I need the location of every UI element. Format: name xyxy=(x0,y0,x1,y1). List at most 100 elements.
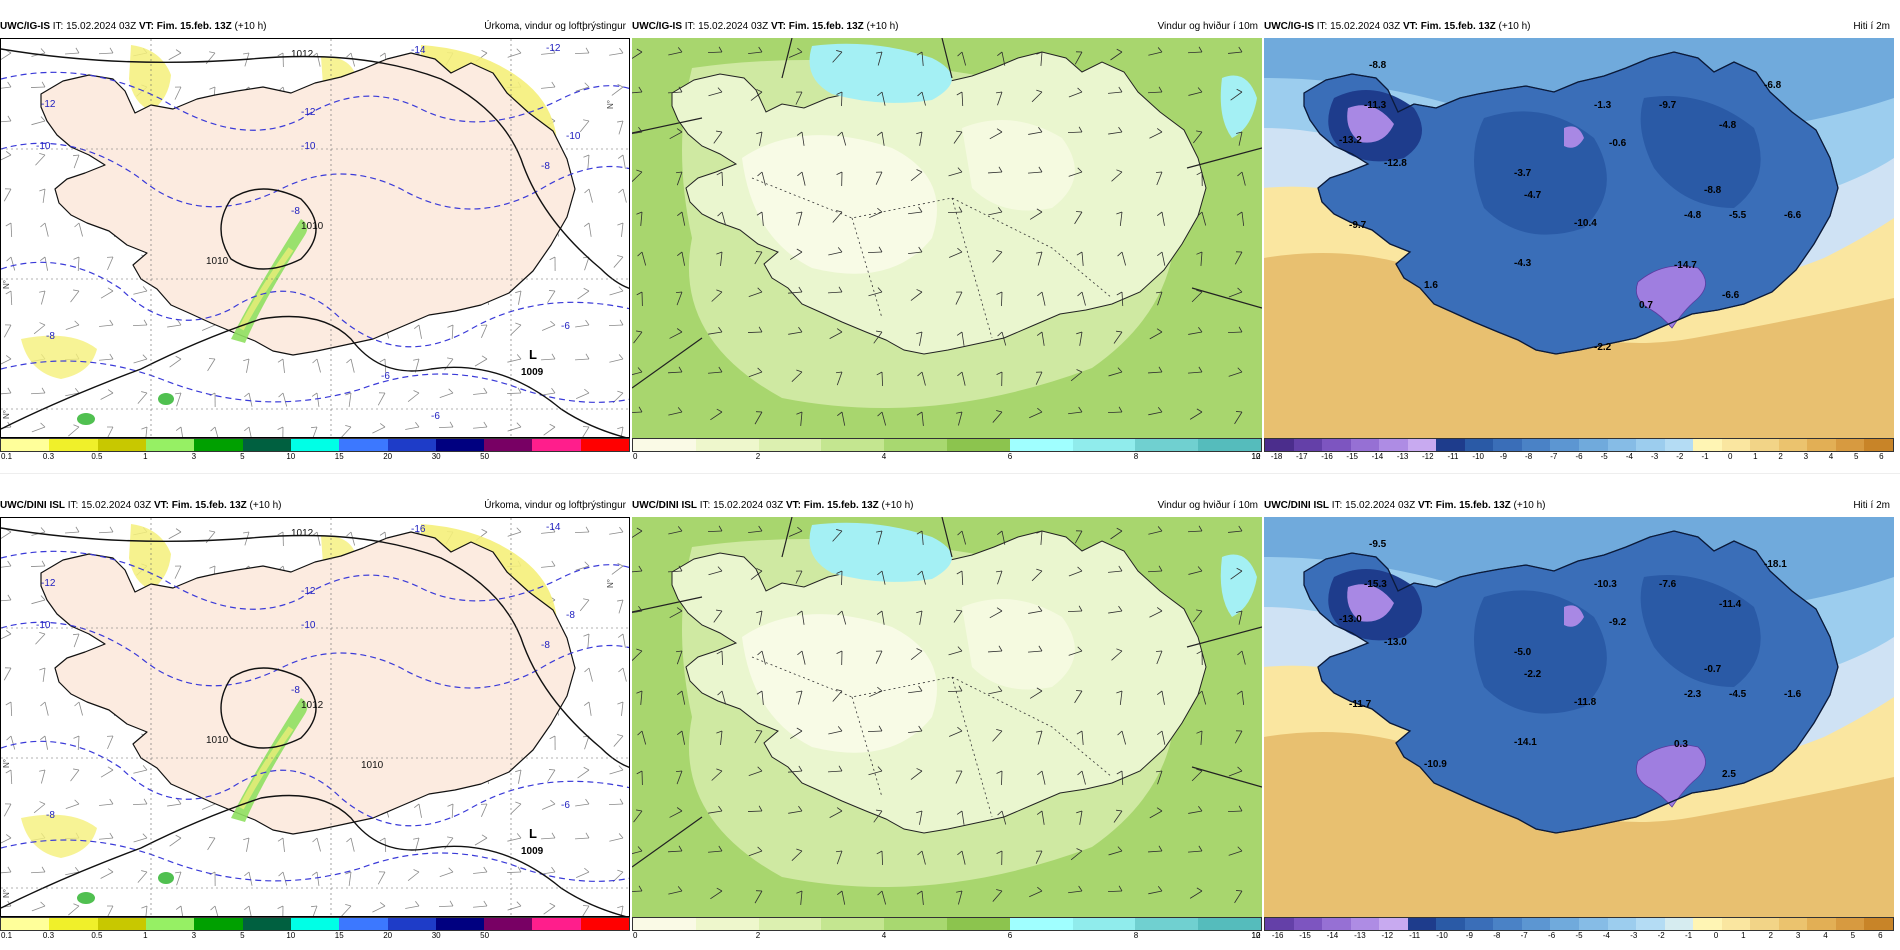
precip-map[interactable]: 1012 1010 1010 -14 -12 -12 -12 -10 -10 -10 -8 -8 -8 -… xyxy=(0,38,630,438)
legend-tick-label: 12 xyxy=(1251,931,1261,940)
temp-label: -5.5 xyxy=(1729,210,1747,221)
legend-swatch xyxy=(1521,918,1551,930)
legend-swatch xyxy=(1493,439,1522,451)
wind-map[interactable] xyxy=(632,517,1262,917)
legend-tick-label: 3 xyxy=(191,931,197,940)
low-pressure-value: 1009 xyxy=(521,846,544,857)
low-pressure-symbol: L xyxy=(529,826,537,841)
legend-swatch xyxy=(1521,439,1551,451)
legend-swatch xyxy=(1664,918,1694,930)
wind-legend: 0 2 4 6 8 10 12 xyxy=(632,917,1262,940)
temp-label: -2.2 xyxy=(1594,342,1612,353)
legend-swatch xyxy=(1072,439,1136,451)
legend-swatch xyxy=(194,439,243,451)
model-name: UWC/DINI ISL xyxy=(632,500,697,511)
temp-label: -14.7 xyxy=(1674,260,1697,271)
legend-tick-label: 0.1 xyxy=(1,931,13,940)
legend-tick-label: -12 xyxy=(1381,931,1394,940)
panel-title: Hiti í 2m xyxy=(1853,500,1890,511)
legend-tick-label: -18 xyxy=(1270,452,1283,461)
legend-tick-label: -7 xyxy=(1520,931,1528,940)
temp-label: -0.7 xyxy=(1704,664,1722,675)
precip-panel-top: UWC/IG-IS IT: 15.02.2024 03Z VT: Fim. 15… xyxy=(0,16,630,461)
isotherm-label: -12 xyxy=(301,107,316,118)
isotherm-label: -8 xyxy=(291,206,300,217)
valid-time: VT: Fim. 15.feb. 13Z xyxy=(785,500,879,511)
panel-header: UWC/DINI ISL IT: 15.02.2024 03Z VT: Fim.… xyxy=(1264,495,1894,517)
row-separator xyxy=(0,473,1900,474)
legend-tick-label: -3 xyxy=(1651,452,1659,461)
temp-map[interactable]: -9.5 -15.3 -13.0 -13.0 -11.7 -5.0 -2.2 -14.1 -11… xyxy=(1264,517,1894,917)
legend-ticks: 0 2 4 6 8 10 12 xyxy=(632,452,1262,461)
init-time: IT: 15.02.2024 03Z xyxy=(1329,500,1418,511)
isotherm-label: -10 xyxy=(301,141,316,152)
legend-tick-label: -2 xyxy=(1657,931,1665,940)
panel-title: Vindur og hviður í 10m xyxy=(1157,500,1258,511)
legend-ticks: 0.1 0.3 0.5 1 3 5 10 15 20 30 50 xyxy=(0,931,630,940)
temp-map[interactable]: -8.8 -11.3 -13.2 -12.8 -9.7 -3.7 -4.7 -4.3 -10.4… xyxy=(1264,38,1894,438)
legend-tick-label: 10 xyxy=(1251,931,1261,940)
legend-tick-label: 0.5 xyxy=(91,452,103,461)
lead-time: (+10 h) xyxy=(863,21,899,32)
legend-swatch xyxy=(1436,439,1465,451)
temp-label: -13.2 xyxy=(1339,135,1362,146)
legend-swatch xyxy=(1721,439,1751,451)
legend-swatch xyxy=(484,439,533,451)
legend-tick-label: 1 xyxy=(1753,452,1758,461)
precip-legend: 0.1 0.3 0.5 1 3 5 10 15 20 30 50 xyxy=(0,917,630,940)
isotherm-label: -8 xyxy=(541,161,550,172)
legend-swatch xyxy=(1636,439,1665,451)
legend-swatch xyxy=(242,918,291,930)
wind-map[interactable] xyxy=(632,38,1262,438)
legend-swatch xyxy=(1835,918,1865,930)
legend-tick-label: -1 xyxy=(1701,452,1709,461)
legend-tick-label: 20 xyxy=(383,452,393,461)
legend-swatch xyxy=(1864,918,1894,930)
precip-map-svg: 1012 1010 1010 -14 -12 -12 -12 -10 -10 -10 -8 -8 -8 -… xyxy=(1,39,629,437)
legend-tick-label: 2 xyxy=(755,452,761,461)
lead-time: (+10 h) xyxy=(246,500,282,511)
temp-label: -9.7 xyxy=(1659,100,1677,111)
temp-label: 2.5 xyxy=(1722,769,1736,780)
legend-tick-label: -7 xyxy=(1550,452,1558,461)
legend-tick-label: -16 xyxy=(1271,931,1284,940)
legend-swatch xyxy=(1436,918,1465,930)
legend-swatch xyxy=(946,439,1010,451)
legend-tick-label: 0 xyxy=(633,931,638,940)
isotherm-label: -12 xyxy=(41,578,56,589)
isotherm-label: -14 xyxy=(546,522,561,533)
isotherm-label: -6 xyxy=(561,321,570,332)
init-time: IT: 15.02.2024 03Z xyxy=(1314,21,1403,32)
legend-tick-label: 2 xyxy=(755,931,761,940)
isotherm-label: -8 xyxy=(541,640,550,651)
model-name: UWC/IG-IS xyxy=(1264,21,1314,32)
wind-map-svg xyxy=(632,38,1262,438)
legend-tick-label: 0.3 xyxy=(42,452,55,461)
legend-tick-label: -8 xyxy=(1493,931,1501,940)
isotherm-label: -16 xyxy=(411,524,426,535)
isotherm-label: -10 xyxy=(301,620,316,631)
legend-tick-label: 4 xyxy=(881,931,887,940)
legend-ticks: 0 2 4 6 8 10 12 xyxy=(632,931,1262,940)
legend-tick-label: 30 xyxy=(431,452,441,461)
legend-tick-label: 0 xyxy=(1713,931,1719,940)
temp-label: 1.6 xyxy=(1424,280,1438,291)
legend-tick-label: -14 xyxy=(1326,931,1339,940)
legend-tick-label: -13 xyxy=(1354,931,1366,940)
legend-swatch xyxy=(821,439,885,451)
legend-tick-label: 10 xyxy=(286,931,296,940)
legend-tick-label: -9 xyxy=(1499,452,1507,461)
legend-tick-label: 8 xyxy=(1133,452,1139,461)
temp-label: -8.8 xyxy=(1704,185,1722,196)
legend-swatch xyxy=(1778,918,1808,930)
legend-tick-label: 2 xyxy=(1778,452,1783,461)
panel-header: UWC/IG-IS IT: 15.02.2024 03Z VT: Fim. 15… xyxy=(1264,16,1894,38)
legend-tick-label: 1 xyxy=(143,931,148,940)
legend-tick-label: -11 xyxy=(1409,931,1421,940)
legend-tick-label: -17 xyxy=(1296,452,1308,461)
temp-label: -11.4 xyxy=(1719,599,1742,610)
precip-map[interactable]: 1012 1012 1010 1010 -16 -14 -12 -12 -10 -10 -8 -8 -8… xyxy=(0,517,630,917)
temp-label: -0.6 xyxy=(1609,138,1627,149)
legend-tick-label: -1 xyxy=(1685,931,1693,940)
legend-swatch xyxy=(1693,439,1722,451)
